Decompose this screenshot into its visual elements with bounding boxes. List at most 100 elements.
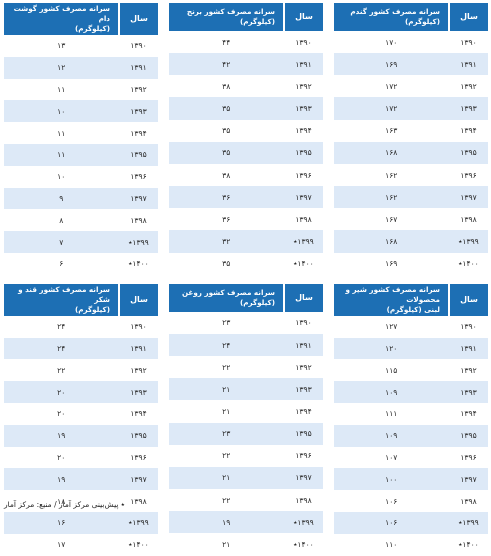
table-row: ۱۳۹۷ ۲۱: [168, 466, 323, 490]
table-meat: سال سرانه مصرف کشور گوشت دام (کیلوگرم) ۱…: [3, 3, 158, 275]
table-row: ۱۳۹۱ ۴۲: [168, 53, 323, 76]
year-cell: ۱۳۹۲: [449, 359, 488, 382]
value-cell: ۱۹: [3, 424, 119, 447]
table-row: ۱۳۹۴ ۱۱۱: [333, 402, 488, 425]
value-header-line2: (کیلوگرم): [239, 297, 275, 307]
table-row: ۱۳۹۹٭ ۱۹: [168, 511, 323, 534]
year-cell: ۱۳۹۱: [284, 53, 323, 76]
table-row: ۱۳۹۳ ۱۰۹: [333, 381, 488, 403]
year-cell: ۱۳۹۹٭: [449, 511, 488, 534]
value-cell: ۲۲: [3, 359, 119, 382]
year-header: سال: [283, 3, 323, 31]
table-row: ۱۴۰۰٭ ۶: [3, 252, 158, 275]
table-oil: سال سرانه مصرف کشور روغن (کیلوگرم) ۱۳۹۰ ۲…: [168, 283, 323, 556]
year-cell: ۱۳۹۳: [449, 97, 488, 120]
value-cell: ۳۵: [168, 119, 284, 142]
value-header: سرانه مصرف کشور قند و شکر (کیلوگرم): [3, 283, 119, 316]
table-row: ۱۳۹۱ ۱۲۰: [333, 337, 488, 360]
year-cell: ۱۳۹۶: [449, 163, 488, 187]
year-cell: ۱۳۹۳: [449, 381, 488, 403]
value-header-line1: سرانه مصرف کشور قند و شکر: [18, 284, 110, 304]
year-header: سال: [448, 3, 488, 31]
value-header-line1: سرانه مصرف کشور برنج: [186, 7, 275, 16]
table-row: ۱۳۹۲ ۳۸: [168, 75, 323, 98]
table-row: ۱۳۹۵ ۱۱: [3, 143, 158, 166]
table-row: ۱۳۹۳ ۱۰: [3, 100, 158, 123]
table-row: ۱۳۹۵ ۱۹: [3, 424, 158, 447]
value-cell: ۱۶: [3, 511, 119, 534]
value-header: سرانه مصرف کشور روغن (کیلوگرم): [168, 283, 284, 312]
table-row: ۱۳۹۱ ۱۶۹: [333, 53, 488, 76]
table-row: ۱۳۹۸ ۱۸: [3, 490, 158, 512]
table-rice: سال سرانه مصرف کشور برنج (کیلوگرم) ۱۳۹۰ ۴…: [168, 3, 323, 275]
year-cell: ۱۳۹۲: [449, 75, 488, 98]
year-cell: ۱۳۹۷: [449, 186, 488, 209]
year-cell: ۱۳۹۹٭: [284, 511, 323, 534]
value-cell: ۷: [3, 231, 119, 253]
value-cell: ۸: [3, 209, 119, 232]
value-cell: ۱۳: [3, 35, 119, 57]
table-row: ۱۳۹۵ ۳۵: [168, 141, 323, 164]
year-cell: ۱۳۹۹٭: [119, 231, 158, 253]
table-row: ۱۳۹۶ ۳۸: [168, 163, 323, 187]
value-cell: ۱۱۰: [333, 533, 449, 556]
value-cell: ۱۶۸: [333, 141, 449, 164]
value-header-line1: سرانه مصرف کشور شیر و محصولات: [345, 284, 440, 304]
year-cell: ۱۳۹۸: [284, 208, 323, 231]
year-cell: ۱۳۹۴: [449, 119, 488, 142]
year-cell: ۱۴۰۰٭: [119, 533, 158, 556]
value-cell: ۱۶۹: [333, 252, 449, 275]
year-cell: ۱۳۹۱: [119, 337, 158, 360]
value-cell: ۲۱: [168, 466, 284, 490]
value-cell: ۳۸: [168, 75, 284, 98]
year-cell: ۱۳۹۶: [449, 446, 488, 469]
table-row: ۱۳۹۸ ۲۲: [168, 489, 323, 512]
value-cell: ۱۲: [3, 56, 119, 79]
table-row: ۱۳۹۵ ۲۳: [168, 422, 323, 445]
table-row: ۱۴۰۰٭ ۱۱۰: [333, 533, 488, 556]
table-row: ۱۳۹۷ ۹: [3, 187, 158, 210]
table-row: ۱۳۹۲ ۲۲: [168, 356, 323, 379]
year-header: سال: [283, 283, 323, 312]
value-header: سرانه مصرف کشور برنج (کیلوگرم): [168, 3, 284, 31]
table-row: ۱۳۹۰ ۴۴: [168, 31, 323, 54]
value-cell: ۴۴: [168, 31, 284, 54]
table-row: ۱۳۹۹٭ ۷: [3, 231, 158, 253]
table-row: ۱۳۹۱ ۲۴: [168, 333, 323, 357]
year-cell: ۱۴۰۰٭: [449, 533, 488, 556]
table-row: ۱۳۹۸ ۸: [3, 209, 158, 232]
value-cell: ۱۱: [3, 78, 119, 101]
year-cell: ۱۳۹۸: [449, 208, 488, 231]
value-cell: ۱۰: [3, 100, 119, 123]
table-row: ۱۳۹۲ ۱۷۲: [333, 75, 488, 98]
value-cell: ۳۲: [168, 230, 284, 253]
value-cell: ۱۰۶: [333, 511, 449, 534]
value-header-line2: (کیلوگرم): [74, 304, 110, 314]
table-row: ۱۳۹۸ ۱۶۷: [333, 208, 488, 231]
value-cell: ۲۱: [168, 533, 284, 556]
table-row: ۱۳۹۴ ۲۱: [168, 400, 323, 423]
value-cell: ۲۲: [168, 356, 284, 379]
year-cell: ۱۳۹۳: [284, 97, 323, 120]
table-row: ۱۳۹۷ ۱۶۲: [333, 186, 488, 209]
table-row: ۱۳۹۷ ۱۹: [3, 468, 158, 491]
year-cell: ۱۴۰۰٭: [284, 533, 323, 556]
year-cell: ۱۳۹۲: [119, 359, 158, 382]
year-header: سال: [118, 3, 158, 35]
year-cell: ۱۳۹۵: [284, 141, 323, 164]
table-row: ۱۳۹۲ ۱۱: [3, 78, 158, 101]
value-cell: ۱۲۷: [333, 315, 449, 338]
year-cell: ۱۳۹۳: [119, 100, 158, 123]
table-row: ۱۳۹۶ ۲۰: [3, 446, 158, 469]
year-cell: ۱۳۹۴: [284, 119, 323, 142]
year-cell: ۱۳۹۵: [119, 424, 158, 447]
year-cell: ۱۴۰۰٭: [119, 252, 158, 275]
year-cell: ۱۳۹۸: [119, 209, 158, 232]
year-cell: ۱۳۹۸: [284, 489, 323, 512]
value-cell: ۴۲: [168, 53, 284, 76]
value-cell: ۳۶: [168, 208, 284, 231]
tables-grid: سال سرانه مصرف کشور گندم (کیلوگرم) ۱۳۹۰ ۱…: [3, 3, 488, 556]
value-cell: ۱۱: [3, 122, 119, 144]
year-cell: ۱۳۹۹٭: [449, 230, 488, 253]
year-cell: ۱۳۹۰: [119, 35, 158, 57]
